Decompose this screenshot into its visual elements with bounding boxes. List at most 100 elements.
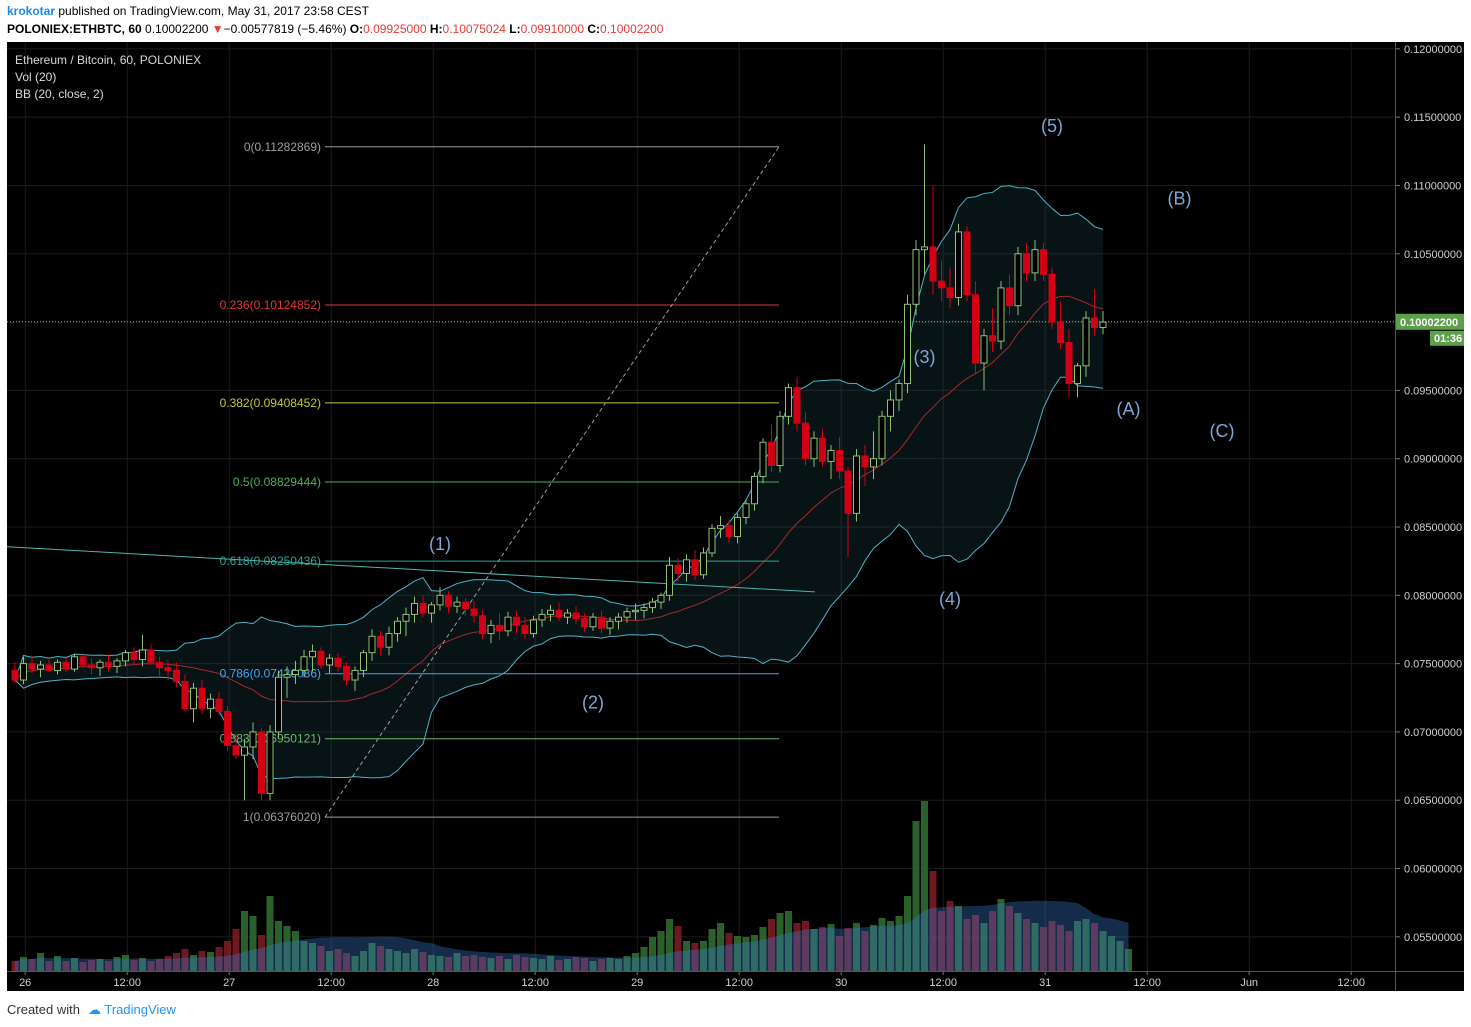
candle-body: [844, 470, 852, 514]
volume-bar: [368, 943, 376, 971]
candle-body: [615, 616, 622, 622]
candle-body: [1091, 317, 1098, 329]
author-link[interactable]: krokotar: [7, 4, 56, 18]
volume-bar: [912, 821, 920, 971]
volume-bar: [768, 919, 775, 971]
volume-bar: [734, 936, 741, 971]
candle-body: [963, 231, 971, 296]
candle-body: [1057, 321, 1064, 344]
price-tick-label: 0.12000000: [1404, 44, 1462, 56]
volume-bar: [385, 949, 393, 971]
candle-body: [538, 613, 546, 621]
fib-trend-line: [324, 146, 780, 818]
volume-bar: [334, 949, 342, 971]
candle-body: [71, 656, 78, 670]
volume-bar: [173, 953, 180, 971]
candle-body: [853, 455, 860, 514]
wave-label: (A): [1117, 399, 1141, 419]
time-tick-label: 12:00: [113, 977, 141, 989]
close-value: 0.10002200: [600, 22, 664, 36]
candle-body: [921, 246, 928, 251]
fibonacci-retracement[interactable]: 0(0.11282869) 0.236(0.10124852) 0.382(0.09…: [220, 140, 780, 824]
symbol-label: POLONIEX:ETHBTC, 60: [7, 22, 142, 36]
candle-body: [54, 661, 61, 671]
candle-body: [725, 525, 733, 538]
volume-bar: [275, 921, 282, 971]
candle-body: [402, 613, 410, 622]
volume-legend[interactable]: Vol (20): [15, 70, 57, 84]
volume-bar: [351, 956, 359, 971]
candle-body: [232, 745, 240, 756]
candle-body: [45, 664, 53, 671]
candle-body: [62, 661, 70, 670]
price-chart[interactable]: 0(0.11282869) 0.236(0.10124852) 0.382(0.09…: [0, 42, 1471, 998]
candle-body: [861, 455, 869, 468]
publish-line: krokotar published on TradingView.com, M…: [7, 4, 369, 18]
candle-body: [980, 335, 988, 364]
volume-bar: [343, 953, 350, 971]
price-axis[interactable]: 0.12000000 0.11500000 0.11000000 0.10500000…: [1396, 44, 1464, 944]
volume-bar: [71, 958, 78, 971]
published-text: published on TradingView.com, May 31, 20…: [58, 4, 370, 18]
volume-bar: [827, 924, 835, 971]
time-tick-label: Jun: [1240, 977, 1258, 989]
candle-body: [419, 602, 427, 614]
trend-lines[interactable]: [6, 321, 1395, 593]
volume-bar: [1006, 906, 1013, 971]
volume-bars: [11, 801, 1132, 971]
candle-body: [258, 731, 265, 794]
candle-body: [870, 458, 877, 468]
volume-bar: [113, 957, 121, 971]
time-tick-label: 12:00: [1133, 977, 1161, 989]
candle-body: [785, 387, 792, 417]
volume-bar: [666, 919, 673, 971]
bb-fill: [15, 185, 1103, 779]
countdown-label: 01:36: [1434, 333, 1462, 345]
candle-body: [836, 449, 843, 472]
candle-body: [368, 635, 376, 654]
candle-body: [20, 663, 27, 681]
candle-body: [649, 601, 656, 609]
fib-level-label: 0.236(0.10124852): [220, 298, 321, 312]
volume-bar: [190, 955, 197, 971]
candle-body: [946, 287, 954, 298]
candle-body: [1048, 273, 1056, 323]
volume-bar: [283, 926, 291, 971]
volume-bar: [266, 896, 274, 971]
volume-bar: [207, 952, 214, 971]
wave-label: (3): [914, 347, 936, 367]
tradingview-logo[interactable]: ☁ TradingView: [88, 1002, 176, 1018]
candle-body: [827, 449, 835, 462]
candle-body: [351, 669, 359, 681]
volume-bar: [598, 959, 605, 971]
candle-body: [470, 608, 478, 617]
volume-bar: [232, 929, 240, 971]
volume-bar: [215, 947, 223, 971]
bb-legend[interactable]: BB (20, close, 2): [15, 87, 104, 101]
volume-bar: [377, 946, 384, 971]
candle-body: [929, 246, 937, 282]
volume-bar: [411, 949, 418, 971]
time-tick-label: 12:00: [929, 977, 957, 989]
volume-bar: [649, 937, 656, 971]
candle-body: [190, 687, 197, 710]
candle-body: [530, 619, 537, 635]
volume-bar: [139, 958, 146, 971]
volume-bar: [632, 953, 639, 971]
volume-bar: [759, 927, 767, 971]
candle-body: [334, 657, 342, 667]
price-tick-label: 0.06000000: [1404, 864, 1462, 876]
high-value: 0.10075024: [442, 22, 506, 36]
volume-bar: [428, 955, 435, 971]
wave-label: (2): [582, 693, 604, 713]
candle-body: [751, 475, 758, 505]
candle-body: [462, 601, 469, 610]
volume-bar: [819, 927, 826, 971]
candle-body: [734, 516, 741, 538]
candle-body: [1014, 253, 1022, 307]
time-axis[interactable]: 26 12:00 27 12:00 28 12:00 29 12:00 30 12:00 31 12:…: [19, 971, 1365, 989]
candle-body: [436, 594, 444, 606]
candle-body: [1099, 321, 1107, 329]
wave-label: (1): [429, 534, 451, 554]
chart-title: Ethereum / Bitcoin, 60, POLONIEX: [15, 53, 202, 67]
